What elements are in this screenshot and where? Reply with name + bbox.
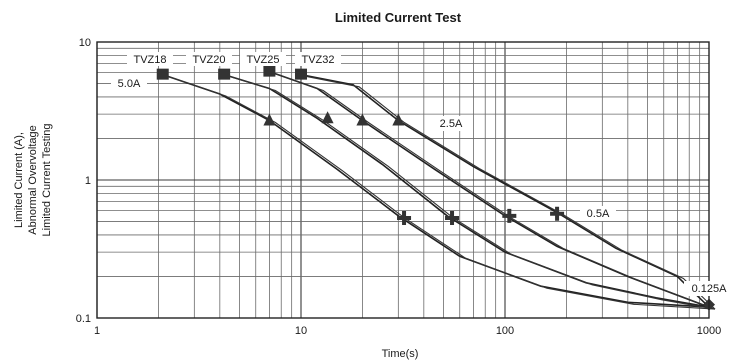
- triangle-marker: [263, 113, 276, 126]
- curves: [162, 70, 716, 310]
- cross-marker: [550, 206, 565, 221]
- cross-marker: [445, 211, 460, 226]
- triangle-marker: [321, 111, 334, 124]
- square-marker: [218, 68, 231, 80]
- curve-tvz20: [223, 73, 710, 308]
- plot-frame: [96, 41, 710, 319]
- curve-tvz32-trace: [306, 76, 716, 310]
- y-axis-title-line: Limited Current (A),: [13, 132, 25, 228]
- annotation-tvz20: TVZ20: [192, 54, 225, 66]
- curve-tvz25: [269, 70, 710, 308]
- x-tick-label: 10: [295, 325, 307, 337]
- x-tick-label: 100: [496, 325, 514, 337]
- cross-marker: [502, 208, 517, 223]
- x-tick-label: 1: [94, 325, 100, 337]
- y-axis-title-line: Abnormal Overvoltage: [27, 125, 39, 234]
- annotation-tvz32: TVZ32: [301, 54, 334, 66]
- x-tick-label: 1000: [697, 325, 721, 337]
- annotation-0-5a: 0.5A: [587, 208, 610, 220]
- annotation-tvz18: TVZ18: [133, 54, 166, 66]
- label-backing: [684, 281, 734, 296]
- x-axis-title: Time(s): [382, 348, 419, 360]
- triangle-marker: [356, 113, 369, 126]
- label-backing: [433, 116, 469, 131]
- y-tick-label: 0.1: [76, 313, 91, 325]
- annotation-5-0a: 5.0A: [118, 78, 141, 90]
- label-backing: [127, 52, 173, 66]
- square-marker: [295, 68, 307, 80]
- label-backing: [186, 52, 232, 66]
- triangle-marker: [392, 113, 405, 126]
- chart-title: Limited Current Test: [335, 10, 462, 25]
- label-backing: [111, 76, 147, 91]
- curve-tvz32: [300, 73, 710, 308]
- y-axis-title-line: Limited Current Testing: [41, 124, 53, 237]
- label-backing: [580, 206, 616, 221]
- markers: [156, 65, 715, 311]
- y-tick-label: 1: [85, 175, 91, 187]
- square-marker: [156, 68, 169, 80]
- y-tick-label: 10: [79, 37, 91, 49]
- curve-tvz18-trace: [168, 76, 716, 310]
- annotation-2-5a: 2.5A: [440, 118, 463, 130]
- label-backing: [240, 52, 286, 66]
- square-marker: [263, 65, 276, 77]
- curve-tvz25-trace: [275, 73, 716, 310]
- annotations: TVZ18 TVZ20 TVZ25 TVZ32 5.0A 2.5A 0.5A 0.125A: [111, 52, 734, 296]
- cross-marker: [397, 211, 412, 226]
- annotation-0-125a: 0.125A: [692, 283, 728, 295]
- y-axis-title: Limited Current (A), Abnormal Overvoltage…: [13, 124, 53, 237]
- label-backing: [295, 52, 341, 66]
- curve-tvz18: [162, 73, 710, 308]
- annotation-tvz25: TVZ25: [246, 54, 279, 66]
- grid-lines: [96, 42, 709, 319]
